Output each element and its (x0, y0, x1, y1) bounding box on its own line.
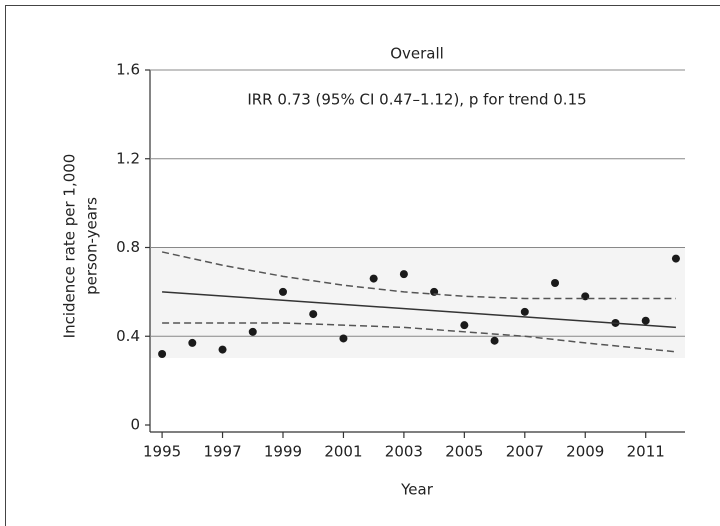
data-point (399, 270, 408, 279)
data-point (551, 279, 560, 287)
x-tick-label: 2011 (627, 443, 665, 461)
y-axis-label: person-years (83, 197, 101, 295)
band-shading (150, 248, 685, 358)
data-point (490, 336, 499, 345)
ci-line (161, 251, 676, 300)
data-point (520, 307, 529, 316)
data-point (460, 321, 469, 330)
x-tick-label: 2007 (506, 443, 544, 461)
data-point (188, 338, 197, 347)
y-tick-label: 0.4 (116, 327, 140, 345)
x-tick-label: 2001 (324, 443, 362, 461)
x-axis-label: Year (400, 481, 434, 499)
y-axis-label: Incidence rate per 1,000 (61, 154, 79, 339)
annotation: IRR 0.73 (95% CI 0.47–1.12), p for trend… (247, 91, 586, 109)
data-point (278, 287, 287, 296)
data-point (671, 254, 680, 263)
x-tick-label: 2009 (566, 443, 604, 461)
y-tick-label: 0 (130, 416, 140, 434)
frame (5, 5, 720, 526)
x-tick-label: 2005 (445, 443, 483, 461)
trend-line (162, 291, 676, 329)
x-tick-label: 1995 (143, 443, 181, 461)
x-tick-label: 2003 (385, 443, 423, 461)
data-point (369, 274, 378, 283)
y-tick-label: 0.8 (116, 238, 140, 256)
data-point (641, 316, 650, 325)
y-tick-label: 1.6 (116, 61, 140, 79)
y-tick-label: 1.2 (116, 149, 140, 167)
data-point (248, 327, 257, 336)
data-point (218, 345, 227, 354)
data-point (158, 350, 167, 358)
x-tick-label: 1999 (264, 443, 302, 461)
chart-title: Overall (390, 45, 444, 63)
x-tick-label: 1997 (203, 443, 241, 461)
ci-line (162, 322, 677, 353)
data-point (309, 310, 318, 319)
data-point (339, 334, 348, 343)
